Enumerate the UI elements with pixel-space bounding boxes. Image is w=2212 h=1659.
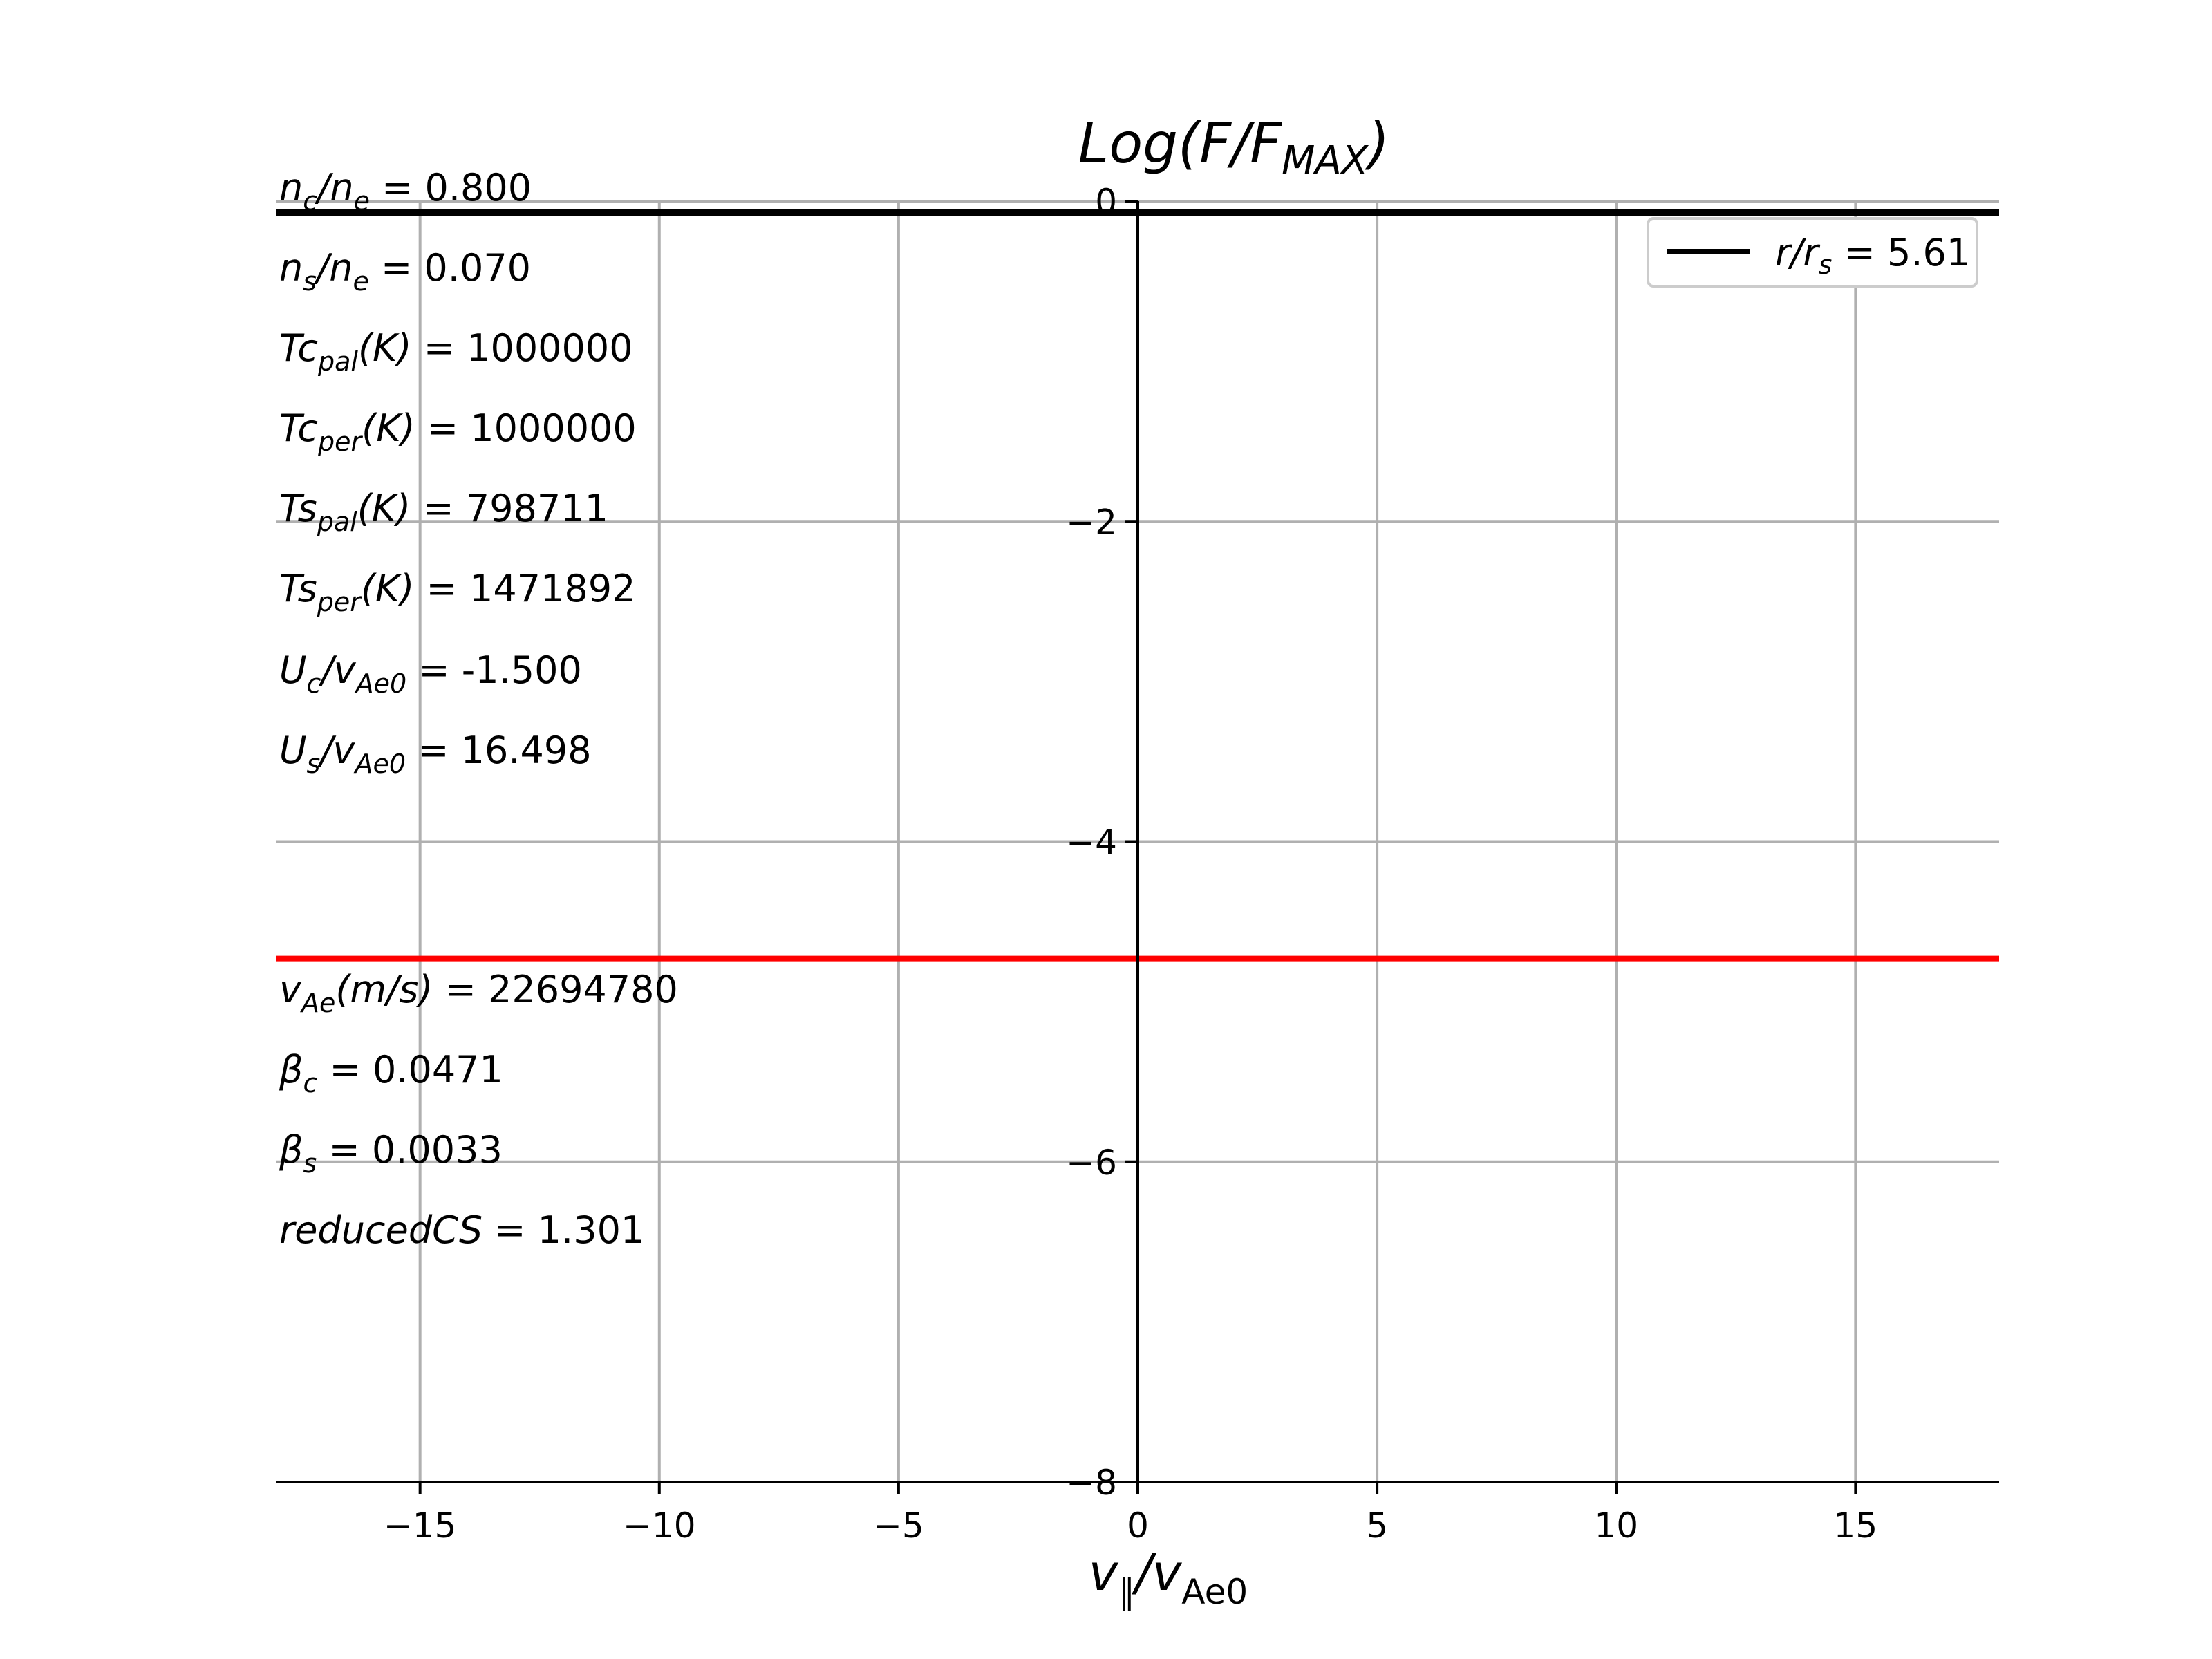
legend-label: r/rs = 5.61 — [1775, 231, 1970, 280]
y-tick-label: −8 — [1066, 1463, 1117, 1503]
parameter-annotation: βc = 0.0471 — [279, 1048, 503, 1098]
parameter-annotation: Tcpal(K) = 1000000 — [279, 326, 633, 377]
parameter-annotation: Tspal(K) = 798711 — [279, 487, 608, 537]
parameter-annotation: reducedCS = 1.301 — [279, 1208, 644, 1252]
x-tick-label: 15 — [1834, 1506, 1878, 1546]
y-tick-label: 0 — [1095, 182, 1117, 222]
ticks: −15 −10 −5 0 5 10 15 0 −2 −4 −6 −8 — [384, 182, 1877, 1546]
parameter-annotation: vAe(m/s) = 22694780 — [279, 968, 678, 1018]
legend-box — [1647, 217, 1978, 288]
legend: r/rs = 5.61 — [1647, 217, 1978, 288]
parameter-annotation: Tcper(K) = 1000000 — [279, 406, 637, 457]
x-tick-label: 10 — [1594, 1506, 1638, 1546]
x-axis-label: v∥/vAe0 — [1089, 1544, 1248, 1612]
y-tick-label: −6 — [1066, 1143, 1117, 1183]
x-tick-label: 5 — [1366, 1506, 1388, 1546]
x-tick-label: −5 — [873, 1506, 924, 1546]
parameter-annotations: nc/ne = 0.800 ns/ne = 0.070 Tcpal(K) = 100… — [279, 166, 678, 1252]
chart-title: Log(F/FMAX) — [1078, 111, 1390, 183]
x-tick-label: −10 — [623, 1506, 696, 1546]
x-tick-label: −15 — [384, 1506, 457, 1546]
parameter-annotation: βs = 0.0033 — [279, 1128, 503, 1179]
parameter-annotation: Tsper(K) = 1471892 — [279, 567, 635, 617]
y-tick-label: −4 — [1066, 823, 1117, 863]
parameter-annotation: nc/ne = 0.800 — [279, 166, 532, 216]
x-tick-label: 0 — [1127, 1506, 1149, 1546]
parameter-annotation: Us/vAe0 = 16.498 — [279, 729, 592, 779]
parameter-annotation: ns/ne = 0.070 — [279, 246, 531, 297]
y-tick-label: −2 — [1066, 502, 1117, 542]
parameter-annotation: Uc/vAe0 = -1.500 — [279, 648, 582, 699]
